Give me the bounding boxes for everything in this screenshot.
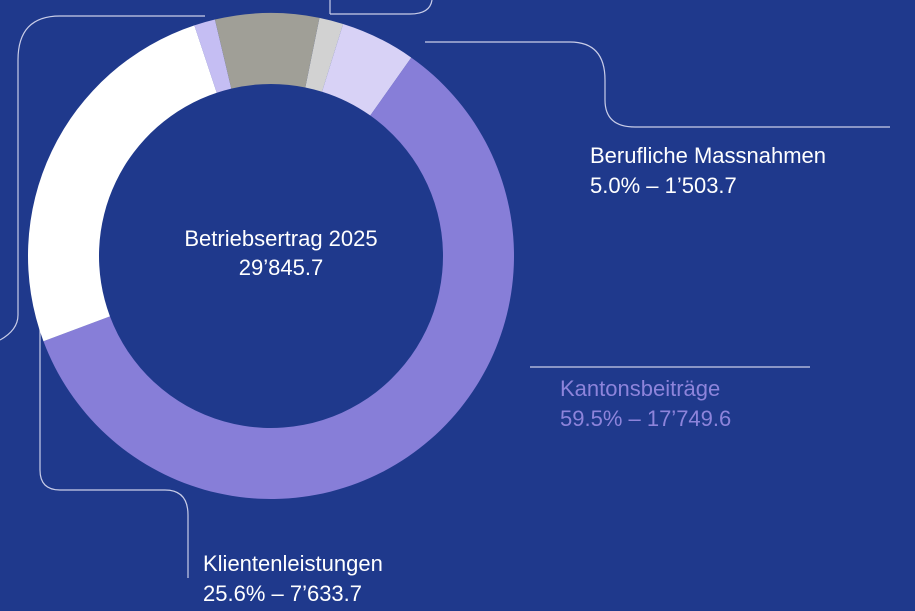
leader-line (39, 320, 189, 578)
leader-line (329, 0, 433, 15)
segment-label: Berufliche Massnahmen (590, 143, 826, 168)
donut (27, 13, 515, 500)
donut-segment (43, 57, 515, 500)
leader-line (0, 15, 205, 341)
segment-value-label: 25.6% – 7’633.7 (203, 581, 362, 606)
segment-value-label: 5.0% – 1’503.7 (590, 173, 737, 198)
donut-segment (322, 23, 412, 116)
donut-segment (194, 19, 232, 93)
donut-segment (305, 17, 344, 92)
donut-segment (27, 25, 217, 342)
segment-label: Kantonsbeiträge (560, 376, 720, 401)
donut-segment (214, 13, 320, 89)
leader-line (425, 41, 890, 128)
center-value: 29’845.7 (239, 255, 323, 280)
segment-value-label: 59.5% – 17’749.6 (560, 406, 731, 431)
segment-label: Klientenleistungen (203, 551, 383, 576)
center-title: Betriebsertrag 2025 (184, 226, 377, 251)
